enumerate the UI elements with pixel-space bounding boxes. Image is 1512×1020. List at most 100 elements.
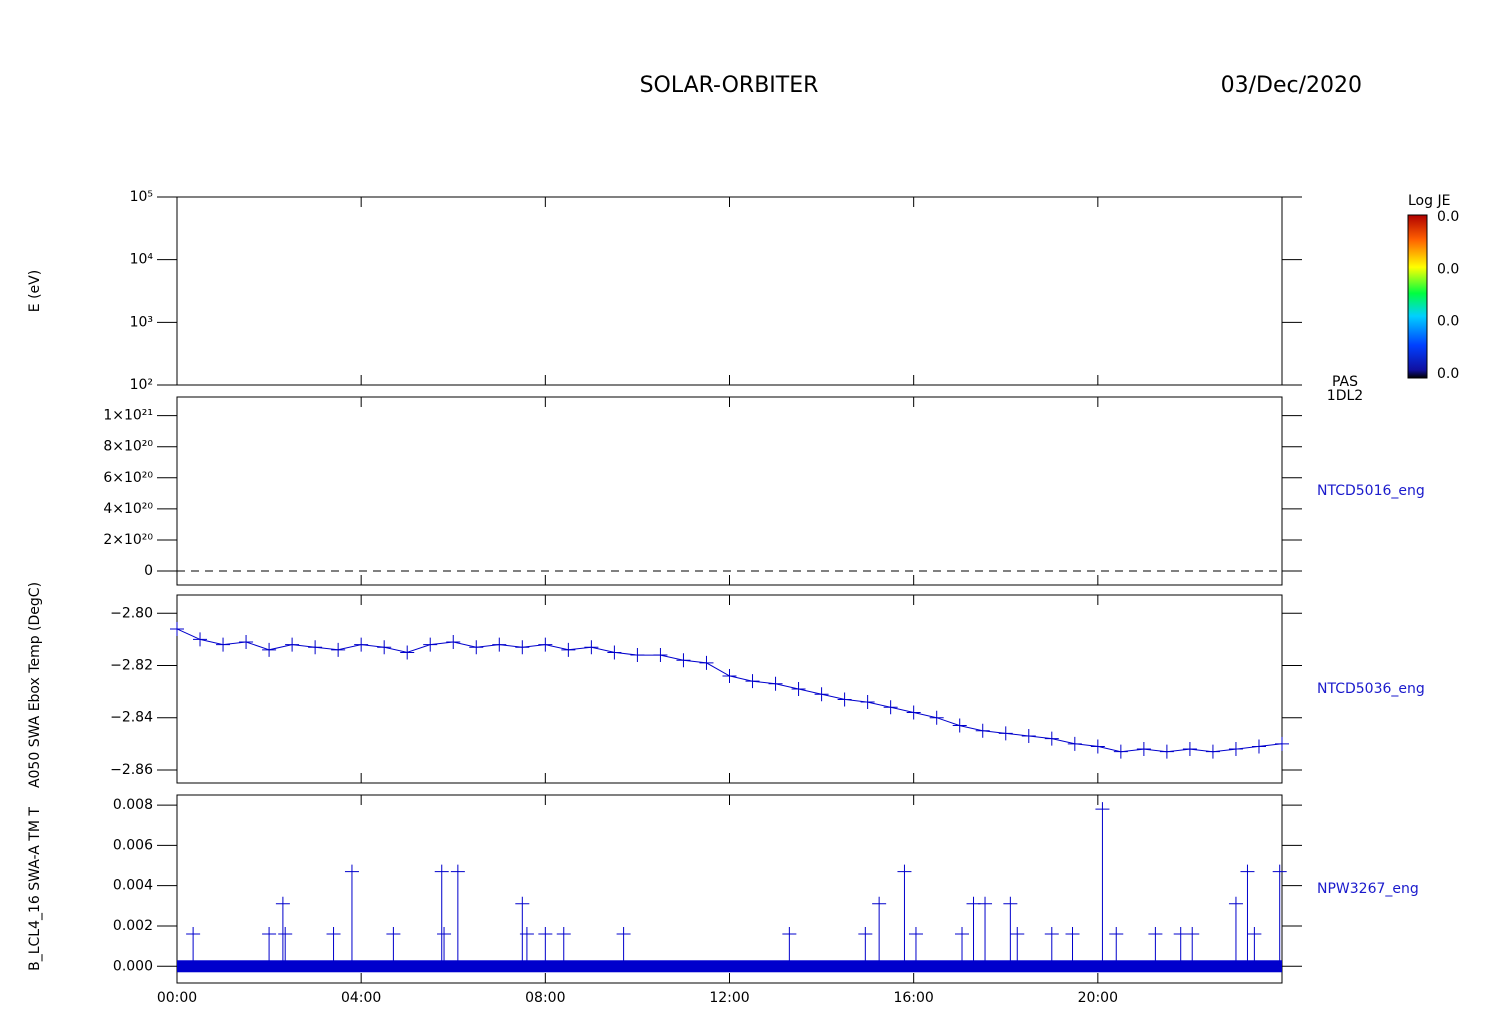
- data-spike: [450, 864, 465, 967]
- data-point: [331, 642, 346, 657]
- data-point: [837, 692, 852, 707]
- colorbar-label: Log JE: [1408, 193, 1450, 209]
- data-point: [814, 687, 829, 702]
- data-spike: [344, 864, 359, 967]
- data-spike: [326, 927, 341, 967]
- data-point: [860, 695, 875, 710]
- data-spike: [186, 927, 201, 967]
- x-tick-label: 12:00: [709, 990, 749, 1006]
- x-tick-label: 00:00: [157, 990, 197, 1006]
- data-point: [1159, 744, 1174, 759]
- data-spike: [1065, 927, 1080, 967]
- data-point: [745, 674, 760, 689]
- date: 03/Dec/2020: [1221, 73, 1362, 98]
- data-spike: [955, 927, 970, 967]
- colorbar: [1407, 214, 1428, 379]
- x-tick-label: 20:00: [1078, 990, 1118, 1006]
- data-point: [1090, 739, 1105, 754]
- data-spike: [262, 927, 277, 967]
- data-point: [308, 640, 323, 655]
- data-point: [354, 637, 369, 652]
- title: SOLAR-ORBITER: [640, 73, 819, 98]
- colorbar-tick-label: 0.0: [1437, 209, 1459, 225]
- data-point: [1182, 742, 1197, 757]
- data-spike: [908, 927, 923, 967]
- data-spike: [1228, 896, 1243, 967]
- data-spike: [1240, 864, 1255, 967]
- x-tick-label: 16:00: [893, 990, 933, 1006]
- data-point: [653, 648, 668, 663]
- data-point: [906, 705, 921, 720]
- data-spike: [1247, 927, 1262, 967]
- y-tick-label: 10²: [130, 377, 153, 393]
- data-point: [285, 637, 300, 652]
- data-spike: [515, 896, 530, 967]
- data-point: [515, 640, 530, 655]
- data-spike: [556, 927, 571, 967]
- data-spike: [1272, 864, 1287, 967]
- side-label: PAS: [1332, 374, 1358, 390]
- data-spike: [782, 927, 797, 967]
- panel-frame: [176, 396, 1283, 586]
- x-tick-label: 04:00: [341, 990, 381, 1006]
- data-spike: [278, 927, 293, 967]
- baseline-band: [177, 960, 1282, 973]
- data-point: [400, 645, 415, 660]
- data-point: [469, 640, 484, 655]
- data-point: [1228, 742, 1243, 757]
- data-point: [722, 668, 737, 683]
- side-label: 1DL2: [1327, 388, 1363, 404]
- data-spike: [872, 896, 887, 967]
- colorbar-tick-label: 0.0: [1437, 366, 1459, 382]
- data-point: [561, 642, 576, 657]
- data-spike: [1044, 927, 1059, 967]
- data-spike: [1010, 927, 1025, 967]
- panel-frame: [176, 594, 1283, 784]
- data-point: [538, 637, 553, 652]
- data-point: [630, 648, 645, 663]
- data-point: [768, 676, 783, 691]
- data-spike: [897, 864, 912, 967]
- data-point: [1044, 731, 1059, 746]
- data-spike: [538, 927, 553, 967]
- y-tick-label: 0.004: [113, 878, 153, 894]
- data-spike: [616, 927, 631, 967]
- data-point: [1205, 744, 1220, 759]
- data-point: [998, 726, 1013, 741]
- y-tick-label: 0.008: [113, 797, 153, 813]
- data-point: [699, 655, 714, 670]
- data-spike: [978, 896, 993, 967]
- data-point: [676, 653, 691, 668]
- data-point: [377, 640, 392, 655]
- y-tick-label: −2.80: [110, 605, 153, 621]
- y-tick-label: −2.84: [110, 710, 153, 726]
- panel-frame: [176, 196, 1283, 386]
- y-tick-label: 0.006: [113, 837, 153, 853]
- side-label: NTCD5036_eng: [1317, 681, 1425, 697]
- data-point: [1136, 742, 1151, 757]
- data-point: [929, 710, 944, 725]
- colorbar-tick-label: 0.0: [1437, 314, 1459, 330]
- y-tick-label: 2×10²⁰: [103, 532, 153, 548]
- data-point: [1275, 736, 1289, 751]
- data-spike: [275, 896, 290, 967]
- data-spike: [519, 927, 534, 967]
- y-tick-label: 1×10²¹: [103, 408, 153, 424]
- data-point: [216, 637, 231, 652]
- data-spike: [437, 927, 452, 967]
- data-point: [239, 635, 254, 649]
- y-axis-label: A050 SWA Ebox Temp (DegC): [27, 582, 43, 788]
- data-point: [1067, 736, 1082, 751]
- y-tick-label: 4×10²⁰: [103, 501, 153, 517]
- data-spike: [1003, 896, 1018, 967]
- y-tick-label: 0.000: [113, 958, 153, 974]
- side-label: NPW3267_eng: [1317, 881, 1419, 897]
- data-point: [952, 718, 967, 733]
- y-tick-label: 8×10²⁰: [103, 439, 153, 455]
- data-spike: [1109, 927, 1124, 967]
- data-point: [446, 635, 461, 649]
- x-tick-label: 08:00: [525, 990, 565, 1006]
- y-tick-label: −2.86: [110, 762, 153, 778]
- data-point: [883, 700, 898, 715]
- data-point: [423, 637, 438, 652]
